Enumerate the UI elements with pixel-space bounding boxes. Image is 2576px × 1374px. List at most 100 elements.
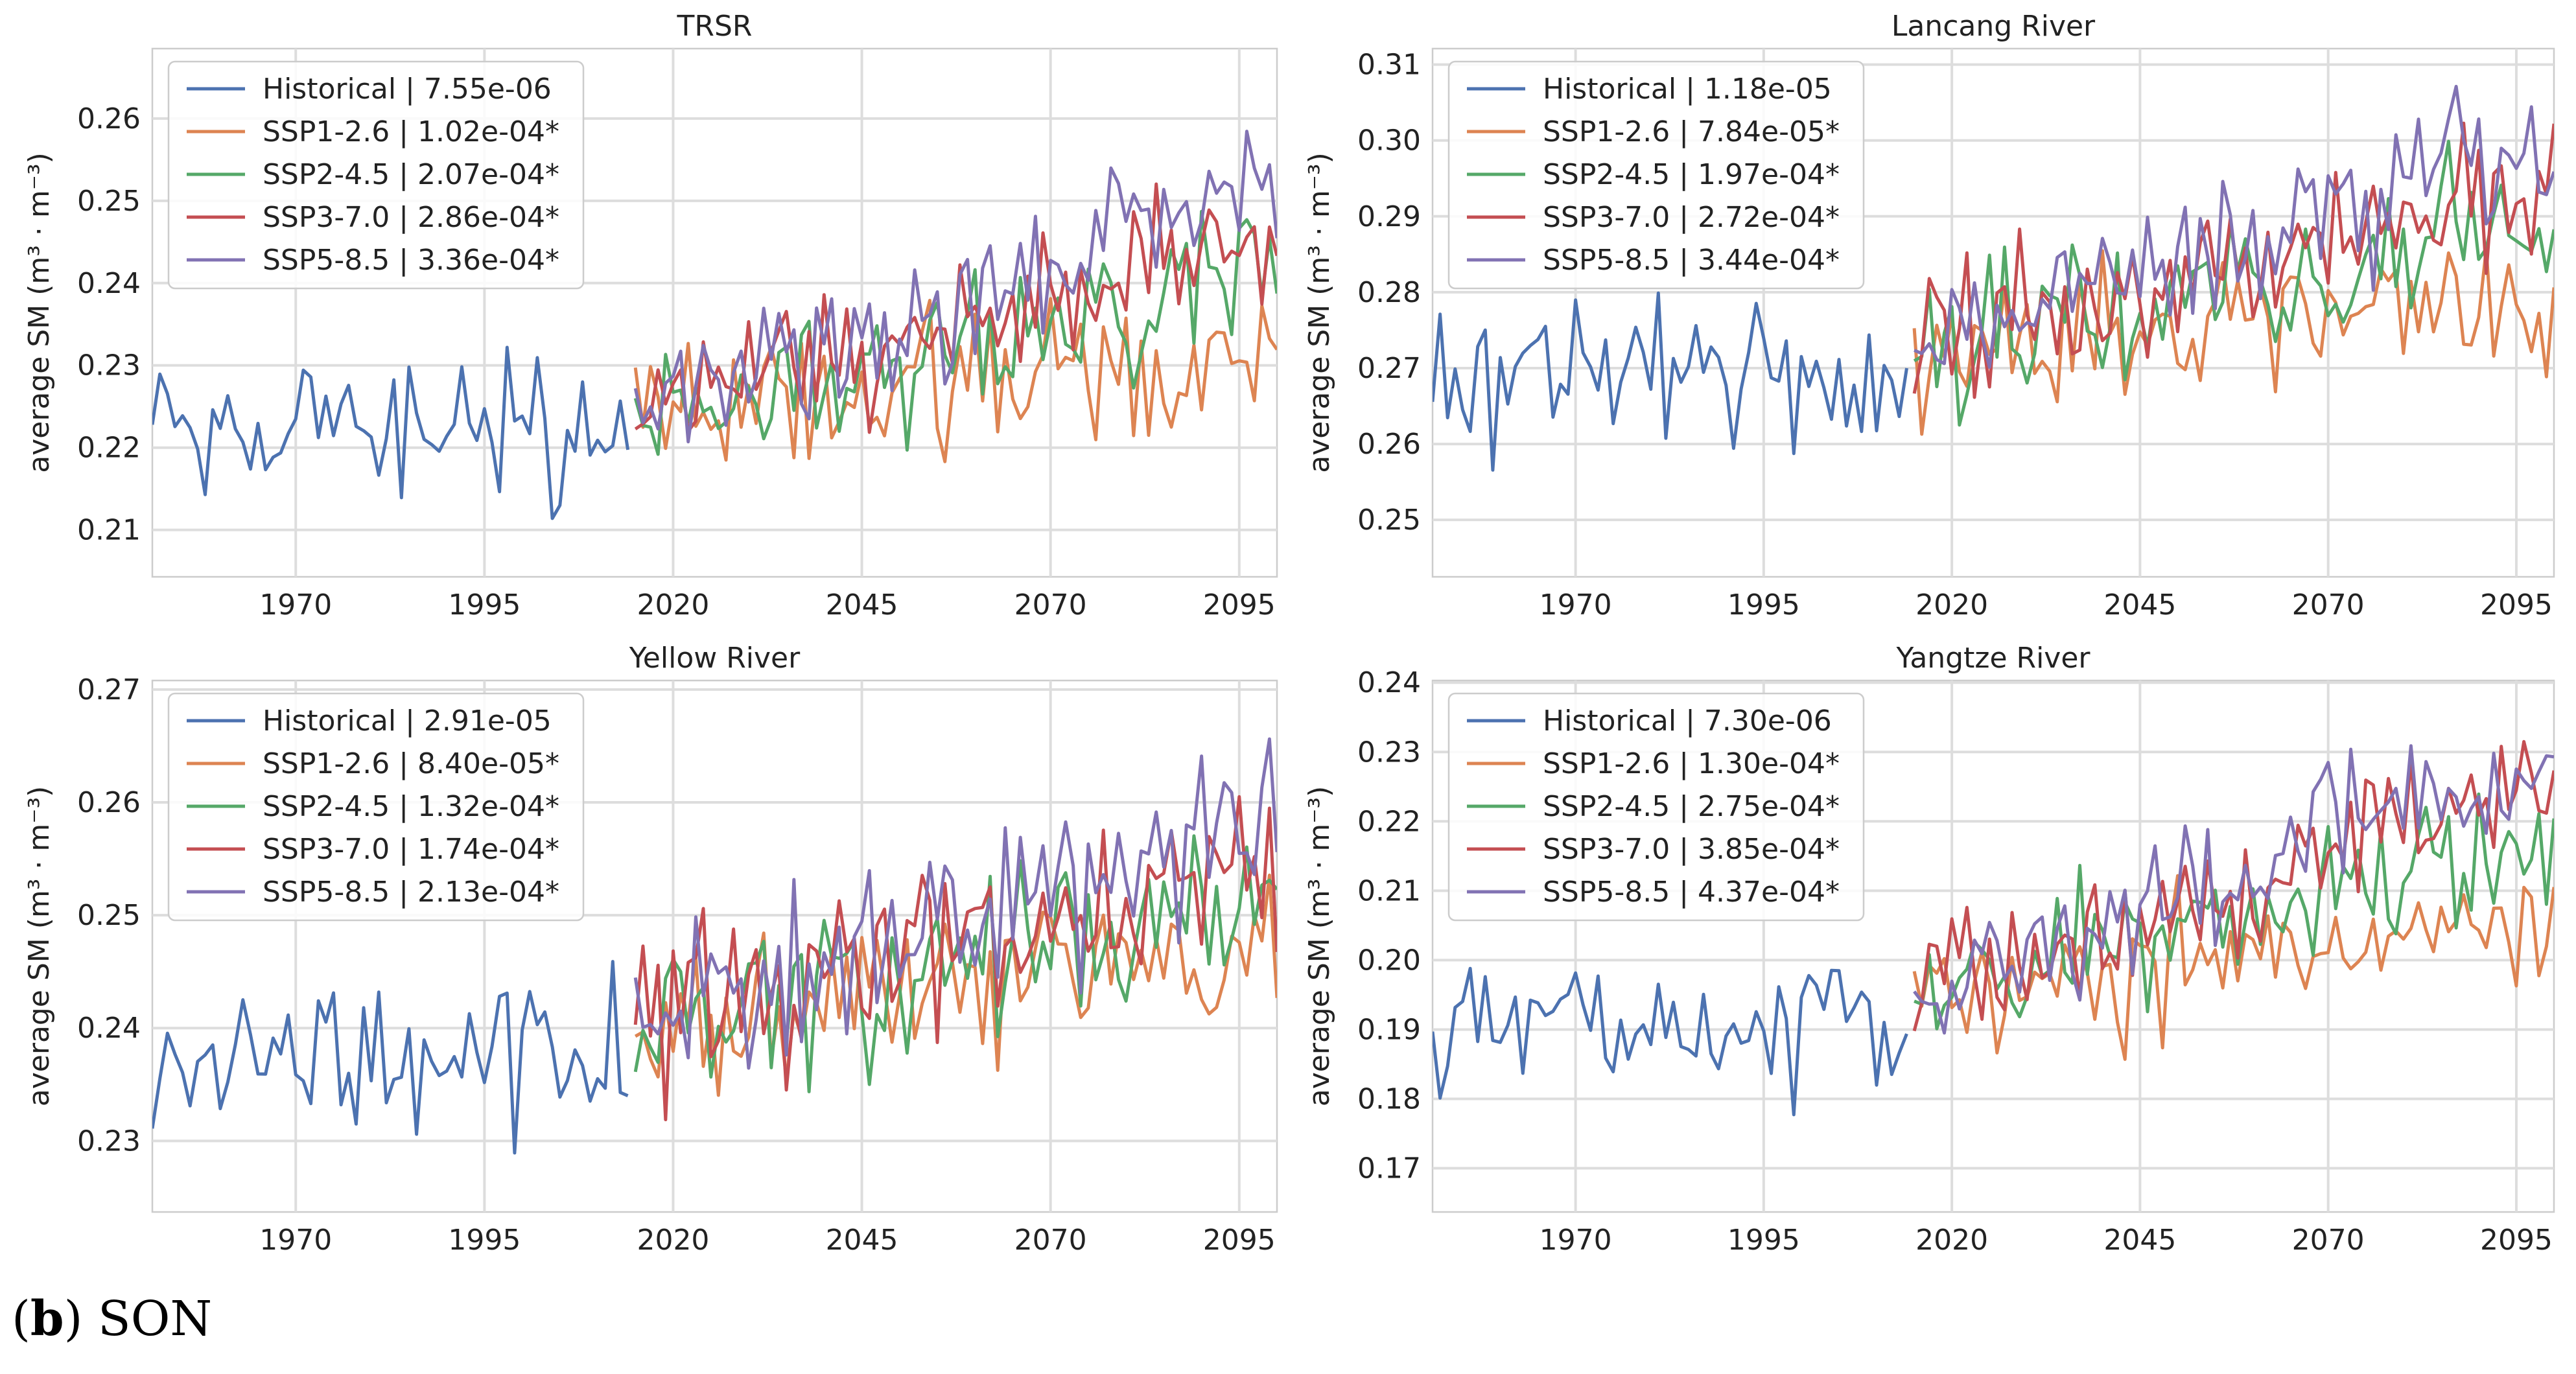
y-tick-label: 0.25: [77, 899, 141, 932]
x-tick-label: 2045: [826, 588, 898, 622]
x-tick-label: 1995: [448, 588, 521, 622]
legend-entry: SSP1-2.6 | 1.02e-04*: [263, 115, 559, 148]
legend-entry: SSP3-7.0 | 3.85e-04*: [1543, 833, 1840, 866]
y-tick-label: 0.23: [77, 1124, 141, 1158]
x-tick-label: 2095: [1203, 1224, 1276, 1257]
x-tick-label: 2095: [1203, 588, 1276, 622]
y-tick-label: 0.23: [1357, 736, 1421, 769]
y-tick-label: 0.23: [77, 349, 141, 382]
legend-entry: SSP2-4.5 | 2.07e-04*: [263, 158, 559, 191]
legend: Historical | 7.55e-06 SSP1-2.6 | 1.02e-04…: [167, 60, 585, 290]
y-axis-label: average SM (m³ · m⁻³): [1303, 152, 1336, 473]
y-tick-label: 0.21: [1357, 874, 1421, 907]
y-tick-label: 0.25: [1357, 504, 1421, 537]
legend: Historical | 2.91e-05 SSP1-2.6 | 8.40e-05…: [167, 692, 585, 922]
legend-entry: SSP5-8.5 | 3.36e-04*: [263, 244, 559, 277]
y-tick-label: 0.24: [77, 1012, 141, 1045]
x-tick-label: 1970: [1540, 588, 1612, 622]
y-axis-label: average SM (m³ · m⁻³): [1303, 786, 1336, 1107]
x-tick-label: 2020: [637, 588, 709, 622]
series-line-ssp5-8-5: [633, 130, 1277, 444]
x-tick-label: 1995: [448, 1224, 521, 1257]
legend-entry: SSP2-4.5 | 2.75e-04*: [1543, 790, 1840, 823]
y-tick-label: 0.21: [77, 514, 141, 547]
y-tick-label: 0.28: [1357, 276, 1421, 309]
x-tick-label: 2020: [637, 1224, 709, 1257]
x-tick-label: 1995: [1727, 1224, 1800, 1257]
series-line-ssp5-8-5: [1914, 84, 2554, 369]
series-line-ssp1-2-6: [634, 873, 1277, 1097]
legend-entry: SSP3-7.0 | 2.86e-04*: [263, 201, 559, 234]
x-tick-label: 2020: [1915, 588, 1988, 622]
legend: Historical | 1.18e-05 SSP1-2.6 | 7.84e-05…: [1447, 60, 1865, 290]
legend-entry: SSP5-8.5 | 4.37e-04*: [1543, 876, 1840, 909]
series-group: [1433, 739, 2554, 1117]
legend-entry: SSP2-4.5 | 1.97e-04*: [1543, 158, 1840, 191]
series-group: [152, 130, 1277, 520]
series-line-historical: [152, 345, 630, 520]
legend-entry: Historical | 7.30e-06: [1543, 704, 1832, 738]
panel-4: 1970 1995 2020 2045 2070 2095 0.17 0.18 0.19 0.20…: [1303, 642, 2555, 1257]
legend-entry: SSP3-7.0 | 2.72e-04*: [1543, 201, 1840, 234]
y-tick-label: 0.22: [77, 432, 141, 465]
x-tick-label: 2070: [1014, 588, 1087, 622]
series-line-ssp5-8-5: [1913, 744, 2554, 1035]
y-axis-label: average SM (m³ · m⁻³): [23, 786, 56, 1107]
chart-title: TRSR: [677, 10, 753, 43]
y-tick-label: 0.26: [1357, 428, 1421, 461]
x-tick-label: 2070: [1014, 1224, 1087, 1257]
x-tick-label: 2070: [2292, 588, 2365, 622]
series-group: [1433, 84, 2554, 472]
y-tick-label: 0.20: [1357, 944, 1421, 977]
y-tick-label: 0.19: [1357, 1013, 1421, 1046]
y-tick-label: 0.17: [1357, 1152, 1421, 1185]
y-tick-label: 0.31: [1357, 49, 1421, 82]
x-tick-label: 1970: [259, 1224, 332, 1257]
x-tick-label: 1970: [259, 588, 332, 622]
chart-title: Lancang River: [1891, 10, 2096, 43]
series-line-ssp5-8-5: [633, 737, 1277, 1070]
panel-2: 1970 1995 2020 2045 2070 2095 0.25 0.26 0.27 0.28…: [1303, 10, 2555, 622]
x-tick-label: 1970: [1540, 1224, 1612, 1257]
caption-text: SON: [98, 1291, 213, 1347]
x-tick-label: 2095: [2480, 588, 2553, 622]
legend-entry: SSP1-2.6 | 8.40e-05*: [263, 747, 559, 780]
series-line-historical: [152, 960, 629, 1155]
y-tick-label: 0.26: [77, 102, 141, 135]
series-group: [152, 737, 1277, 1155]
panel-3: 1970 1995 2020 2045 2070 2095 0.23 0.24 0.25 0.26…: [23, 642, 1278, 1257]
legend-box: [167, 692, 585, 922]
legend-entry: SSP5-8.5 | 2.13e-04*: [263, 876, 559, 909]
series-line-historical: [1433, 291, 1908, 472]
series-line-ssp1-2-6: [633, 297, 1277, 463]
legend-box: [1447, 692, 1865, 922]
legend-entry: Historical | 1.18e-05: [1543, 73, 1832, 106]
series-line-historical: [1433, 966, 1908, 1117]
legend-entry: SSP5-8.5 | 3.44e-04*: [1543, 244, 1840, 277]
panel-1: 1970 1995 2020 2045 2070 2095 0.21 0.22 0.23 0.24…: [23, 10, 1278, 622]
legend-entry: SSP3-7.0 | 1.74e-04*: [263, 833, 559, 866]
x-tick-label: 2095: [2480, 1224, 2553, 1257]
chart-title: Yellow River: [629, 642, 801, 675]
x-tick-label: 2020: [1915, 1224, 1988, 1257]
legend-entry: Historical | 2.91e-05: [263, 704, 552, 738]
chart-title: Yangtze River: [1896, 642, 2091, 675]
y-tick-label: 0.18: [1357, 1083, 1421, 1116]
y-tick-label: 0.27: [77, 673, 141, 706]
x-tick-label: 2045: [2103, 1224, 2176, 1257]
figure-caption: (b) SON: [12, 1291, 213, 1347]
x-tick-label: 2045: [826, 1224, 898, 1257]
legend-entry: SSP1-2.6 | 7.84e-05*: [1543, 115, 1840, 148]
x-tick-label: 2045: [2103, 588, 2176, 622]
y-tick-label: 0.22: [1357, 805, 1421, 838]
y-axis-label: average SM (m³ · m⁻³): [23, 152, 56, 473]
legend: Historical | 7.30e-06 SSP1-2.6 | 1.30e-04…: [1447, 692, 1865, 922]
y-tick-label: 0.27: [1357, 352, 1421, 385]
legend-box: [167, 60, 585, 290]
y-tick-label: 0.26: [77, 786, 141, 819]
caption-label: b: [30, 1291, 64, 1347]
y-tick-label: 0.29: [1357, 200, 1421, 233]
y-tick-label: 0.25: [77, 185, 141, 218]
x-tick-label: 1995: [1727, 588, 1800, 622]
